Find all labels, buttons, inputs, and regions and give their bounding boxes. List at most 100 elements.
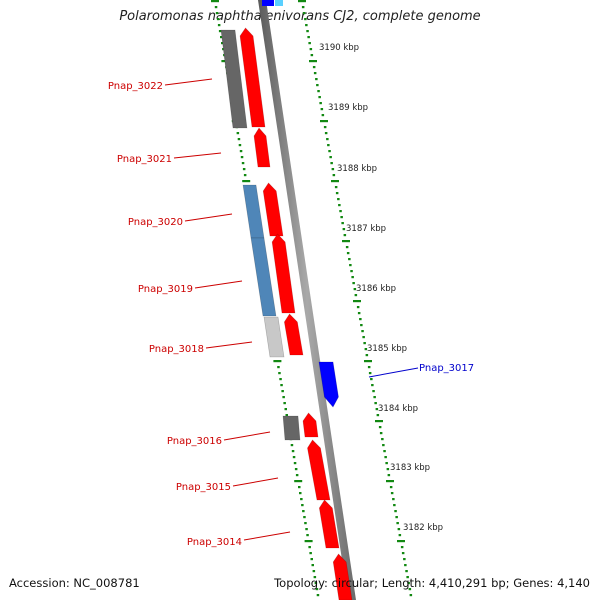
outer-tick-minor-34 bbox=[338, 204, 341, 207]
tick-label-3188: 3188 kbp bbox=[337, 164, 377, 174]
outer-tick-minor-76 bbox=[384, 456, 387, 459]
gene-label-pnap-3020[interactable]: Pnap_3020 bbox=[128, 217, 183, 228]
gene-arrow-pnap-3017 bbox=[318, 361, 339, 408]
inner-tick-minor-3 bbox=[216, 18, 220, 21]
gene-label-pnap-3015[interactable]: Pnap_3015 bbox=[176, 482, 231, 493]
inner-tick-minor-62 bbox=[278, 372, 281, 375]
gene-label-pnap-3014[interactable]: Pnap_3014 bbox=[187, 537, 242, 548]
outer-tick-minor-93 bbox=[403, 558, 406, 561]
outer-tick-major-90 bbox=[397, 540, 405, 543]
outer-tick-minor-48 bbox=[353, 288, 357, 291]
outer-tick-minor-49 bbox=[354, 294, 358, 297]
inner-tick-minor-27 bbox=[241, 162, 245, 165]
gene-label-pnap-3016[interactable]: Pnap_3016 bbox=[167, 436, 222, 447]
outer-tick-minor-11 bbox=[312, 66, 316, 69]
inner-tick-minor-6 bbox=[220, 36, 223, 39]
inner-tick-minor-25 bbox=[239, 150, 243, 153]
separator-2: ; bbox=[505, 576, 514, 590]
gene-arrow-partial-top-cyan bbox=[275, 0, 283, 6]
outer-tick-minor-39 bbox=[343, 234, 347, 237]
outer-tick-minor-58 bbox=[364, 348, 368, 351]
outer-tick-major-0 bbox=[298, 0, 306, 3]
inner-tick-minor-99 bbox=[316, 594, 320, 597]
inner-tick-minor-81 bbox=[298, 486, 301, 489]
outer-tick-minor-99 bbox=[409, 594, 413, 597]
leader-pnap-3018 bbox=[205, 341, 253, 349]
outer-tick-minor-6 bbox=[307, 36, 310, 39]
leader-pnap-3022 bbox=[164, 78, 213, 86]
outer-tick-major-10 bbox=[309, 60, 317, 63]
gene-label-pnap-3018[interactable]: Pnap_3018 bbox=[149, 344, 204, 355]
outer-tick-minor-82 bbox=[390, 492, 394, 495]
outer-tick-minor-24 bbox=[327, 144, 330, 147]
inner-tick-minor-1 bbox=[214, 6, 218, 9]
gene-arrow-pnap-3014 bbox=[319, 499, 340, 549]
outer-tick-minor-97 bbox=[407, 582, 410, 585]
outer-tick-minor-61 bbox=[367, 366, 371, 369]
gene-labels: Pnap_3022 Pnap_3021 Pnap_3020 Pnap_3019 … bbox=[108, 81, 474, 548]
inner-tick-minor-22 bbox=[236, 132, 240, 135]
outer-tick-minor-66 bbox=[373, 396, 376, 399]
gene-arrow-pnap-3022 bbox=[239, 27, 266, 128]
inner-tick-minor-84 bbox=[301, 504, 304, 507]
gene-label-pnap-3017[interactable]: Pnap_3017 bbox=[419, 363, 474, 374]
outer-tick-minor-53 bbox=[359, 318, 362, 321]
topology-text: Topology: circular bbox=[274, 576, 375, 590]
outer-tick-minor-65 bbox=[372, 390, 375, 393]
cog-category-bars bbox=[220, 29, 301, 441]
outer-tick-minor-75 bbox=[383, 450, 386, 453]
map-title: Polaromonas naphthalenivorans CJ2, compl… bbox=[119, 9, 481, 24]
cog-bar-pnap-3016 bbox=[282, 415, 301, 441]
inner-tick-minor-77 bbox=[293, 462, 297, 465]
inner-tick-minor-67 bbox=[283, 402, 286, 405]
outer-tick-minor-96 bbox=[406, 576, 409, 579]
outer-tick-minor-13 bbox=[315, 78, 318, 81]
inner-tick-minor-98 bbox=[315, 588, 319, 591]
gene-label-pnap-3021[interactable]: Pnap_3021 bbox=[117, 154, 172, 165]
gene-label-pnap-3019[interactable]: Pnap_3019 bbox=[138, 284, 193, 295]
outer-tick-major-80 bbox=[386, 480, 394, 483]
leader-pnap-3014 bbox=[243, 531, 291, 541]
gene-arrow-pnap-3021 bbox=[253, 127, 271, 168]
outer-tick-minor-21 bbox=[323, 126, 327, 129]
inner-tick-minor-83 bbox=[300, 498, 303, 501]
outer-tick-minor-25 bbox=[328, 150, 331, 153]
outer-tick-minor-78 bbox=[386, 468, 390, 471]
outer-tick-minor-35 bbox=[339, 210, 342, 213]
inner-tick-minor-66 bbox=[282, 396, 285, 399]
outer-tick-minor-47 bbox=[352, 282, 355, 285]
inner-tick-minor-24 bbox=[238, 144, 242, 147]
outer-tick-minor-42 bbox=[346, 252, 350, 255]
leader-pnap-3015 bbox=[232, 477, 279, 487]
outer-tick-minor-85 bbox=[394, 510, 397, 513]
inner-tick-major-0 bbox=[211, 0, 219, 3]
outer-tick-minor-8 bbox=[309, 48, 313, 51]
outer-tick-minor-83 bbox=[392, 498, 395, 501]
gene-arrow-pnap-3016 bbox=[302, 412, 319, 438]
outer-tick-minor-29 bbox=[332, 174, 336, 177]
gene-label-pnap-3022[interactable]: Pnap_3022 bbox=[108, 81, 163, 92]
cog-bar-pnap-3022 bbox=[220, 29, 248, 129]
length-text: Length: 4,410,291 bp bbox=[381, 576, 506, 590]
outer-tick-minor-74 bbox=[382, 444, 385, 447]
inner-tick-minor-89 bbox=[306, 534, 309, 537]
tick-label-3182: 3182 kbp bbox=[403, 523, 443, 533]
outer-tick-minor-38 bbox=[342, 228, 346, 231]
separator-1: ; bbox=[374, 576, 382, 590]
gene-arrows bbox=[239, 0, 353, 600]
inner-tick-major-80 bbox=[294, 480, 303, 483]
inner-tick-minor-63 bbox=[279, 378, 282, 381]
gene-arrow-pnap-3019 bbox=[271, 233, 296, 314]
inner-tick-minor-91 bbox=[308, 546, 311, 549]
gene-arrow-pnap-3020 bbox=[262, 182, 284, 237]
inner-tick-minor-87 bbox=[304, 522, 307, 525]
outer-tick-minor-77 bbox=[385, 462, 388, 465]
genome-backbone bbox=[258, 0, 356, 600]
tick-label-3184: 3184 kbp bbox=[378, 404, 418, 414]
outer-tick-minor-62 bbox=[368, 372, 372, 375]
outer-tick-minor-3 bbox=[304, 18, 307, 21]
inner-tick-minor-88 bbox=[305, 528, 308, 531]
inner-tick-minor-65 bbox=[281, 390, 284, 393]
tick-marks-outer bbox=[298, 0, 413, 597]
inner-tick-major-30 bbox=[242, 180, 251, 183]
